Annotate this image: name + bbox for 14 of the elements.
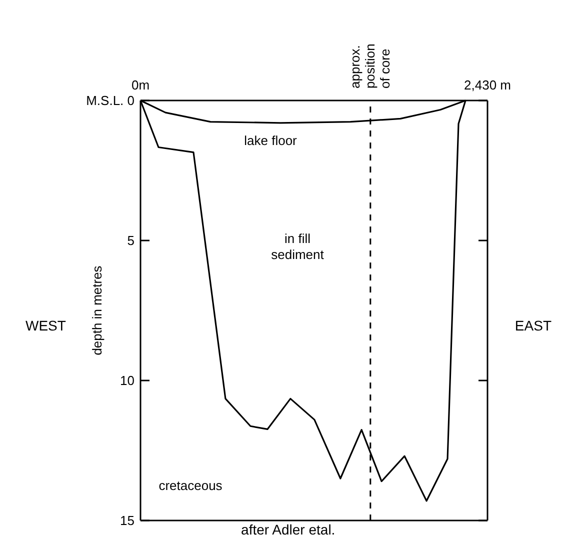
- text: after Adler etal.: [241, 522, 336, 538]
- x-tick-label: 2,430 m: [464, 78, 511, 92]
- ref-line-label: approx. position of core: [347, 44, 392, 88]
- annotation: in fill sediment: [271, 231, 324, 262]
- y-axis-title: depth in metres: [90, 265, 104, 356]
- y-tick-label: 15: [120, 513, 135, 528]
- annotation: lake floor: [244, 133, 298, 148]
- text: EAST: [514, 318, 552, 334]
- text: WEST: [26, 318, 66, 334]
- annotation: cretaceous: [158, 478, 223, 493]
- y-tick-label: 10: [120, 373, 135, 388]
- y-tick-label: M.S.L. 0: [86, 93, 135, 108]
- y-tick-label: 5: [127, 233, 135, 248]
- x-tick-label: 0m: [131, 78, 150, 92]
